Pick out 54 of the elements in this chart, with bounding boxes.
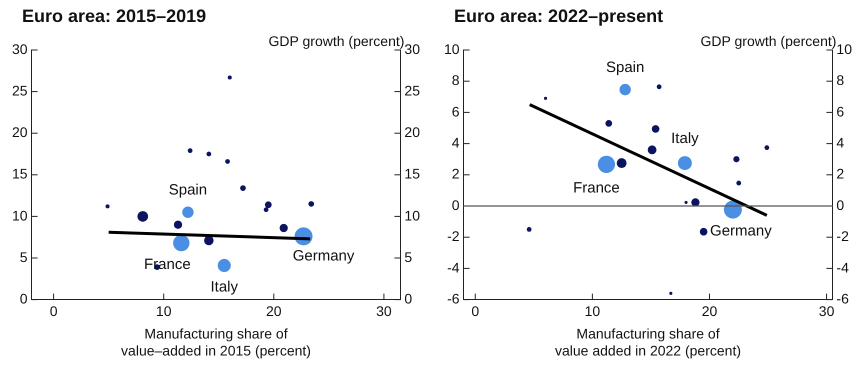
annotation: France: [144, 256, 191, 274]
annotation: Spain: [606, 58, 644, 76]
y2-tick-label: 0: [836, 196, 844, 213]
y2-axis-title: GDP growth (percent): [700, 33, 836, 49]
y-tick-label: 10: [12, 207, 28, 224]
x-tick-label: 20: [266, 302, 282, 319]
y-tick-label: 0: [20, 290, 28, 306]
annotation: Italy: [210, 278, 239, 296]
y2-tick-label: -2: [836, 228, 850, 244]
y-tick-label: 25: [12, 82, 28, 98]
y-tick-label: 4: [452, 134, 460, 150]
y-tick-label: 15: [12, 166, 28, 182]
x-tick-label: 10: [156, 302, 172, 319]
annotation: Spain: [168, 181, 208, 198]
y2-tick-label: 15: [404, 166, 420, 182]
annotation: Italy: [671, 130, 700, 148]
y-tick-label: 5: [20, 248, 28, 265]
y-tick-label: -6: [447, 290, 460, 306]
x-tick-label: 10: [584, 302, 600, 319]
x-tick-label: 30: [376, 302, 392, 319]
annotation: France: [573, 179, 620, 196]
y2-axis-title: GDP growth (percent): [268, 33, 404, 49]
annotation: Germany: [292, 248, 355, 265]
y2-tick-label: -6: [836, 290, 850, 306]
y2-tick-label: 30: [404, 40, 420, 57]
x-axis-title: Manufacturing share of value–added in 2015 (percent): [121, 326, 311, 358]
y2-tick-label: 25: [404, 82, 420, 98]
y2-tick-label: 5: [404, 248, 412, 265]
x-tick-label: 20: [702, 302, 718, 319]
y-tick-label: 30: [12, 40, 28, 57]
x-axis-title: Manufacturing share of value added in 2022 (percent): [554, 326, 742, 358]
y-tick-label: 0: [452, 196, 460, 213]
y-tick-label: -2: [447, 228, 460, 244]
annotation: Germany: [710, 222, 772, 240]
y-tick-label: 2: [452, 166, 460, 182]
chart-title: Euro area: 2015–2019: [22, 6, 206, 26]
y-tick-label: -4: [447, 259, 460, 276]
x-tick-label: 0: [50, 302, 58, 319]
x-tick-label: 30: [818, 302, 835, 319]
x-tick-label: 0: [471, 302, 480, 319]
y2-tick-label: 4: [836, 134, 844, 150]
y2-tick-label: 20: [404, 124, 420, 140]
y2-tick-label: -4: [836, 259, 850, 276]
y2-tick-label: 10: [836, 40, 852, 57]
y-tick-label: 8: [452, 72, 460, 88]
y-tick-label: 20: [12, 124, 28, 140]
y2-tick-label: 0: [404, 290, 412, 306]
y2-tick-label: 2: [836, 166, 844, 182]
y2-tick-label: 10: [404, 207, 420, 224]
y-tick-label: 6: [452, 103, 460, 120]
y-tick-label: 10: [444, 40, 460, 57]
y2-tick-label: 8: [836, 72, 844, 88]
chart-title: Euro area: 2022–present: [454, 6, 664, 26]
y2-tick-label: 6: [836, 103, 844, 120]
